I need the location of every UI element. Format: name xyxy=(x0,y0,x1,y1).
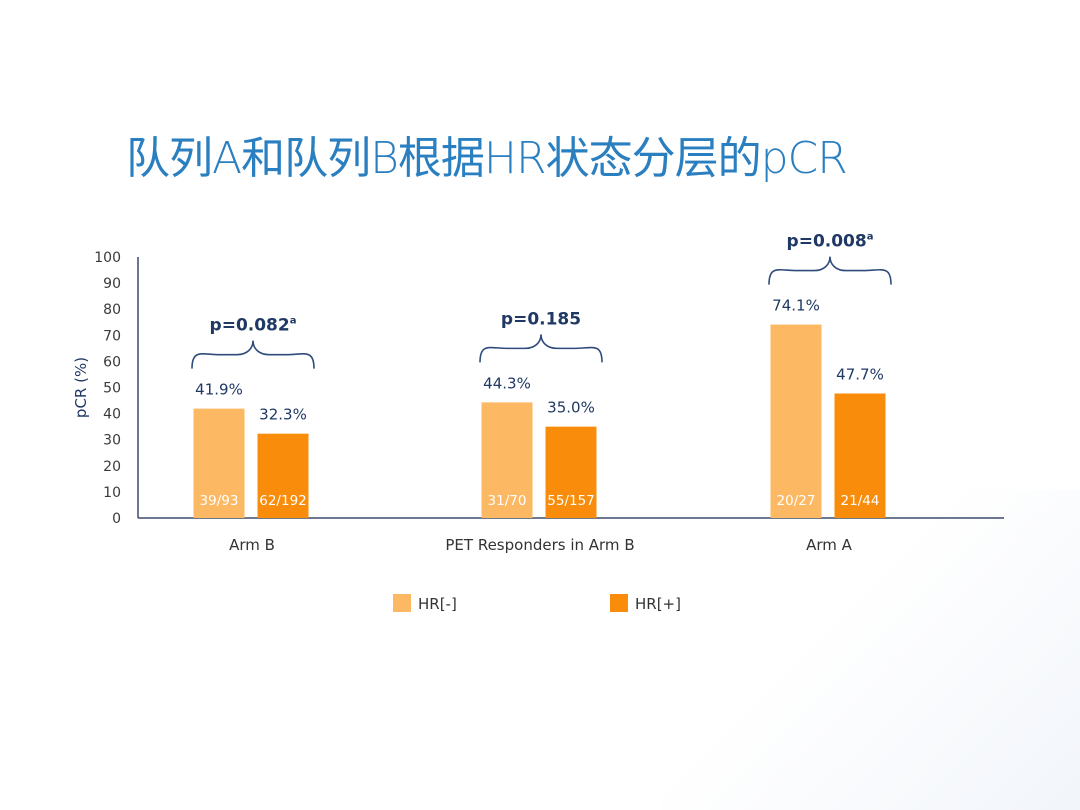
y-axis-label: pCR (%) xyxy=(72,357,90,418)
count-label: 21/44 xyxy=(841,493,880,509)
bar xyxy=(481,402,533,518)
legend-swatch xyxy=(610,594,628,612)
value-label: 35.0% xyxy=(547,399,595,417)
count-label: 31/70 xyxy=(488,493,527,509)
value-label: 32.3% xyxy=(259,406,307,424)
value-label: 44.3% xyxy=(483,374,531,392)
count-label: 62/192 xyxy=(259,493,307,509)
y-tick-label: 80 xyxy=(103,302,121,318)
p-value-label: p=0.008a xyxy=(787,232,874,252)
p-value-label: p=0.082a xyxy=(210,316,297,336)
y-tick-label: 100 xyxy=(94,250,121,266)
bar xyxy=(257,433,309,518)
legend-label: HR[-] xyxy=(418,595,457,613)
legend-label: HR[+] xyxy=(635,595,681,613)
legend-swatch xyxy=(393,594,411,612)
y-tick-label: 40 xyxy=(103,407,121,423)
bar xyxy=(770,324,822,518)
bar xyxy=(193,408,245,518)
bar xyxy=(545,426,597,518)
brace xyxy=(191,340,315,369)
background-fade xyxy=(660,490,1080,810)
y-tick-label: 20 xyxy=(103,459,121,475)
count-label: 55/157 xyxy=(547,493,595,509)
count-label: 39/93 xyxy=(200,493,239,509)
count-label: 20/27 xyxy=(777,493,816,509)
y-tick-label: 50 xyxy=(103,381,121,397)
value-label: 47.7% xyxy=(836,366,884,384)
y-tick-label: 70 xyxy=(103,328,121,344)
value-label: 41.9% xyxy=(195,381,243,399)
y-tick-label: 10 xyxy=(103,485,121,501)
y-tick-label: 60 xyxy=(103,354,121,370)
p-value-label: p=0.185 xyxy=(501,309,581,329)
brace xyxy=(479,334,603,363)
y-tick-label: 30 xyxy=(103,433,121,449)
category-label: Arm A xyxy=(806,536,853,554)
y-tick-label: 0 xyxy=(112,511,121,527)
y-tick-label: 90 xyxy=(103,276,121,292)
value-label: 74.1% xyxy=(772,297,820,315)
brace xyxy=(768,256,892,285)
slide-title: 队列A和队列B根据HR状态分层的pCR xyxy=(126,133,848,184)
category-label: Arm B xyxy=(229,536,275,554)
bar xyxy=(834,393,886,518)
category-label: PET Responders in Arm B xyxy=(445,536,634,554)
